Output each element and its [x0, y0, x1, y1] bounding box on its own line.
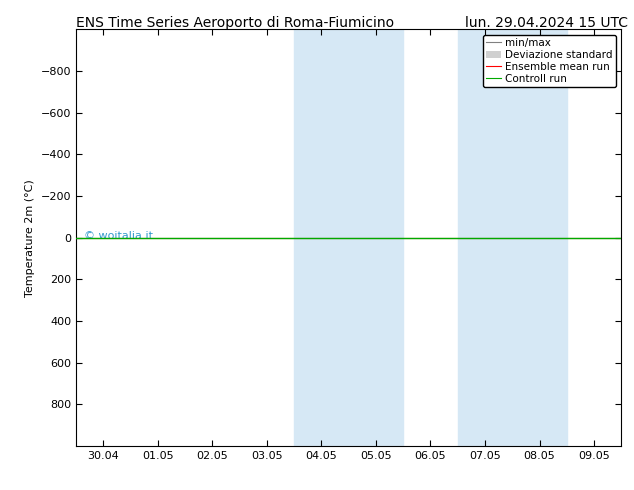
Text: © woitalia.it: © woitalia.it	[84, 231, 153, 241]
Text: lun. 29.04.2024 15 UTC: lun. 29.04.2024 15 UTC	[465, 16, 628, 30]
Bar	[294, 29, 403, 446]
Bar	[458, 29, 567, 446]
Y-axis label: Temperature 2m (°C): Temperature 2m (°C)	[25, 179, 35, 296]
Text: ENS Time Series Aeroporto di Roma-Fiumicino: ENS Time Series Aeroporto di Roma-Fiumic…	[76, 16, 394, 30]
Legend: min/max, Deviazione standard, Ensemble mean run, Controll run: min/max, Deviazione standard, Ensemble m…	[482, 35, 616, 87]
